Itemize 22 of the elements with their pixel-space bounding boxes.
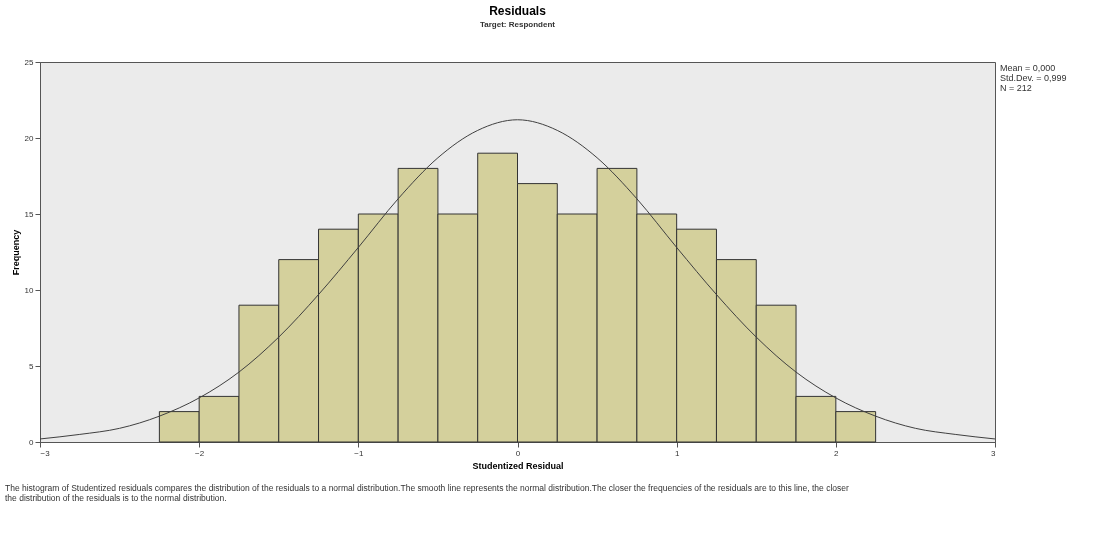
text: The histogram of Studentized residuals compares the distribution of the residuals to a normal distribution.The smooth line represents the normal distribution.The closer the frequencies of the residuals are to this line, the closer the distribution of the residuals is to the normal distribution.	[5, 483, 849, 503]
x-tick-label: 3	[991, 448, 997, 458]
y-tick-label: 15	[24, 209, 35, 219]
y-tick-label: 20	[24, 133, 35, 143]
text: Std.Dev. = 0,999	[1000, 73, 1067, 83]
x-tick-label: −1	[354, 448, 364, 458]
x-tick-label: 2	[834, 448, 840, 458]
x-axis-title: Studentized Residual	[472, 460, 564, 471]
y-tick-label: 5	[29, 361, 35, 371]
line-series	[39, 119, 996, 440]
y-tick-label: 10	[24, 285, 35, 295]
text: Mean = 0,000	[1000, 63, 1056, 73]
x-tick-label: −2	[195, 448, 205, 458]
y-axis-title: Frequency	[10, 229, 21, 276]
y-tick-label: 0	[29, 437, 35, 447]
y-tick-label: 25	[24, 57, 35, 67]
x-tick-label: 0	[515, 448, 521, 458]
text: N = 212	[1000, 83, 1032, 93]
chart-subtitle: Target: Respondent	[480, 20, 556, 29]
x-tick-label: 1	[674, 448, 680, 458]
chart-title: Residuals	[489, 4, 547, 18]
x-tick-label: −3	[40, 448, 51, 458]
